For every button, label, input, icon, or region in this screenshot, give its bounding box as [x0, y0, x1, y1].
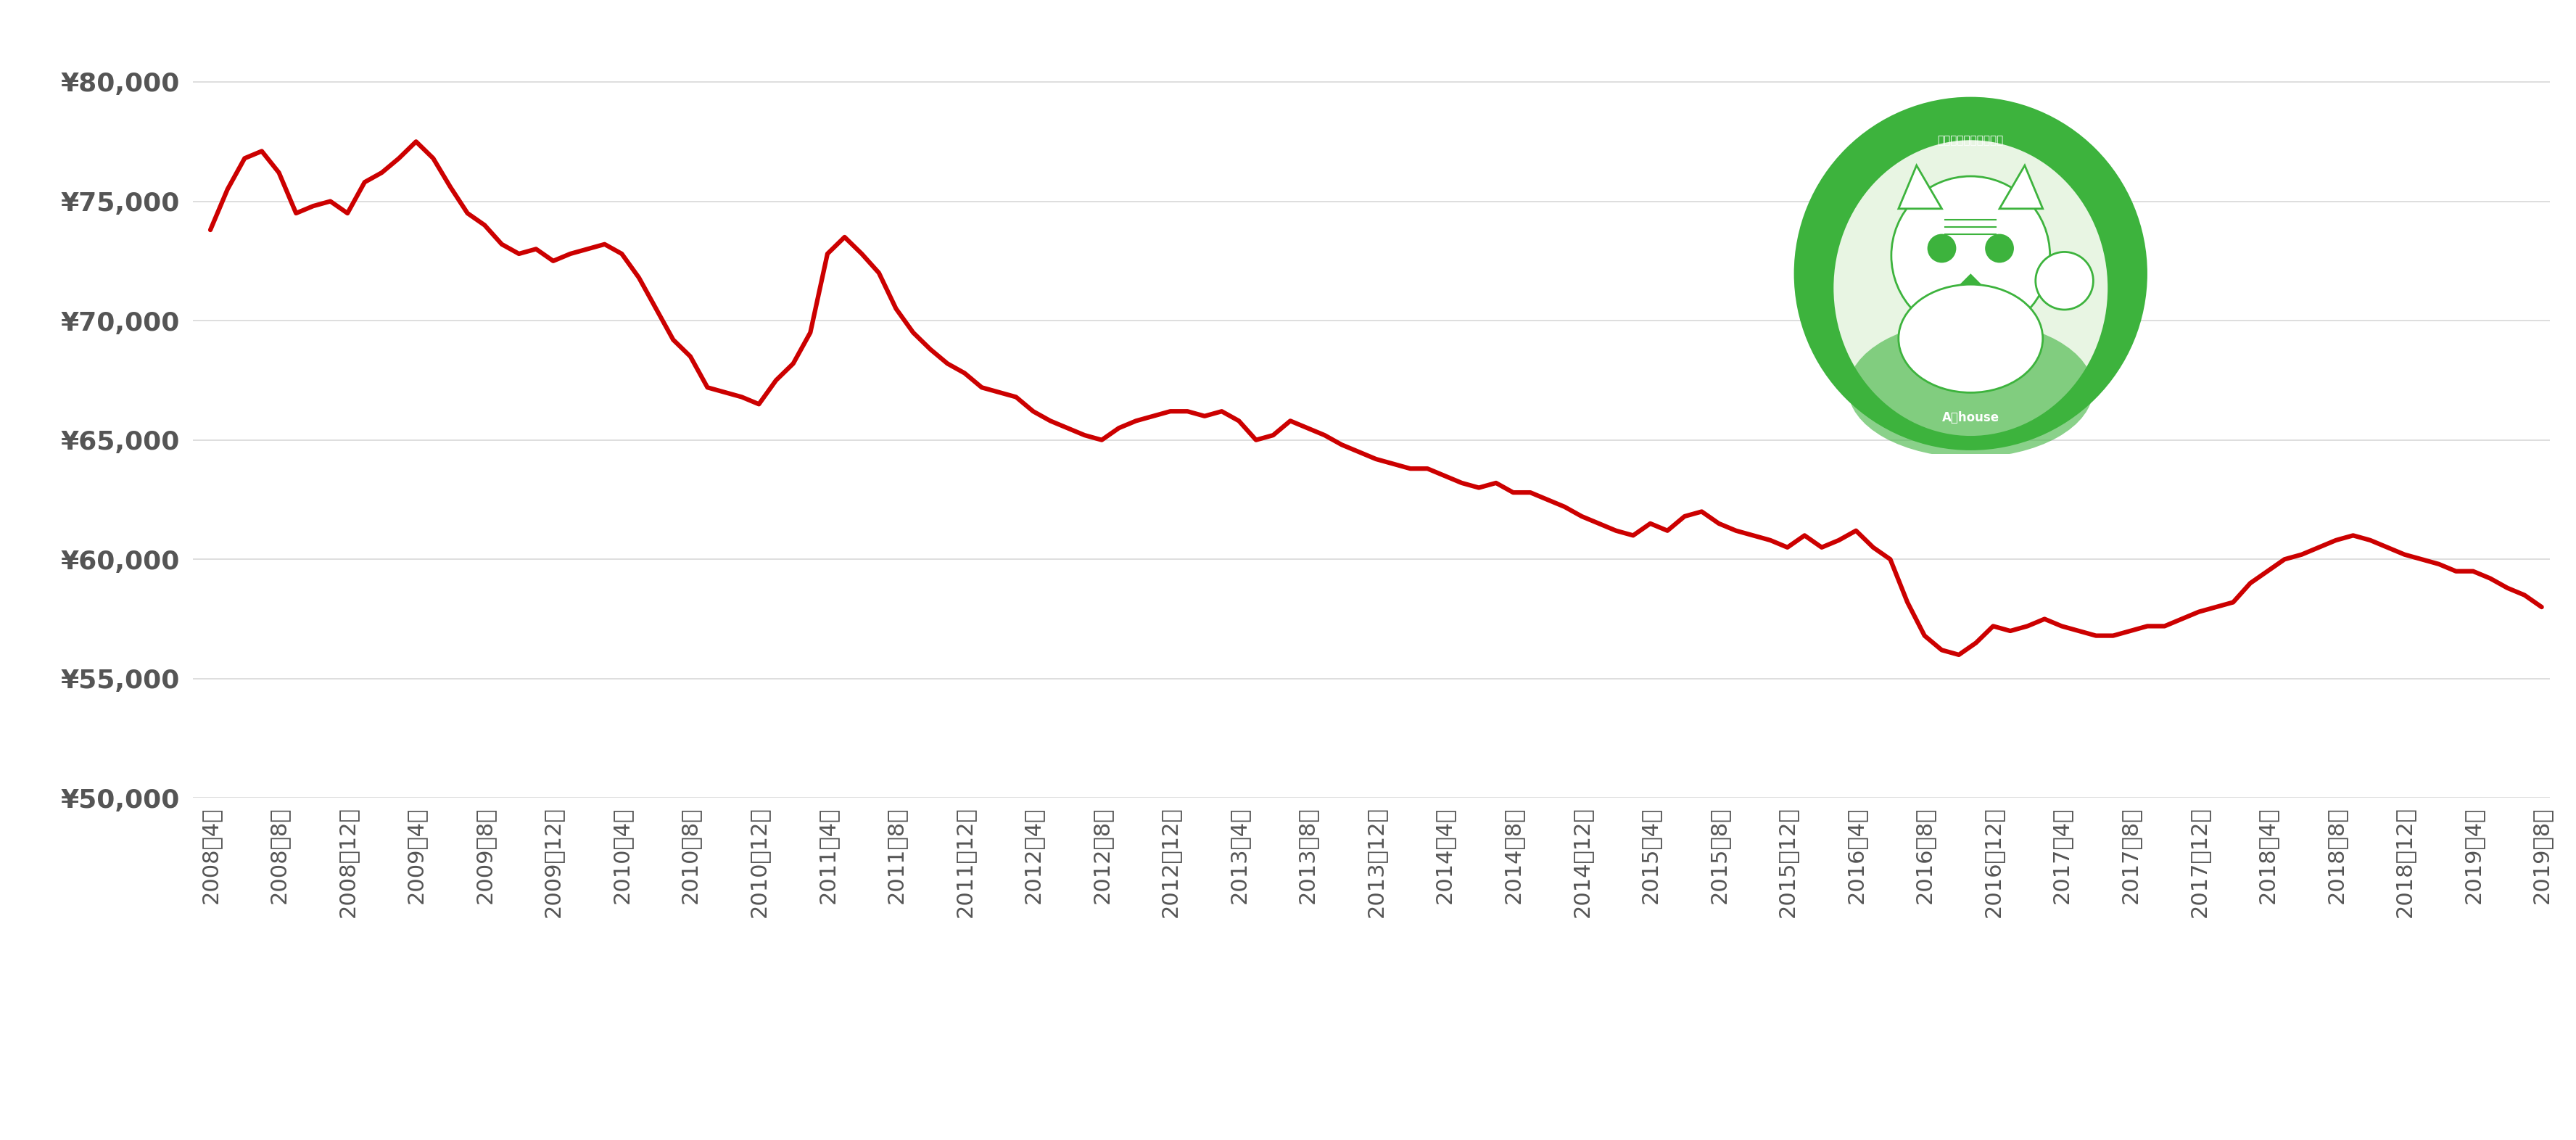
Circle shape [1891, 177, 2050, 335]
Text: A・house: A・house [1942, 412, 1999, 424]
Circle shape [1986, 234, 2014, 263]
Ellipse shape [1834, 140, 2107, 435]
Polygon shape [1999, 165, 2043, 209]
Circle shape [1927, 234, 1955, 263]
Polygon shape [1899, 165, 1942, 209]
Circle shape [2035, 252, 2094, 310]
Polygon shape [1960, 274, 1981, 284]
Ellipse shape [1847, 320, 2094, 457]
Ellipse shape [1793, 97, 2148, 450]
Ellipse shape [1899, 284, 2043, 392]
Text: ワクワクが待っている: ワクワクが待っている [1937, 135, 2004, 146]
